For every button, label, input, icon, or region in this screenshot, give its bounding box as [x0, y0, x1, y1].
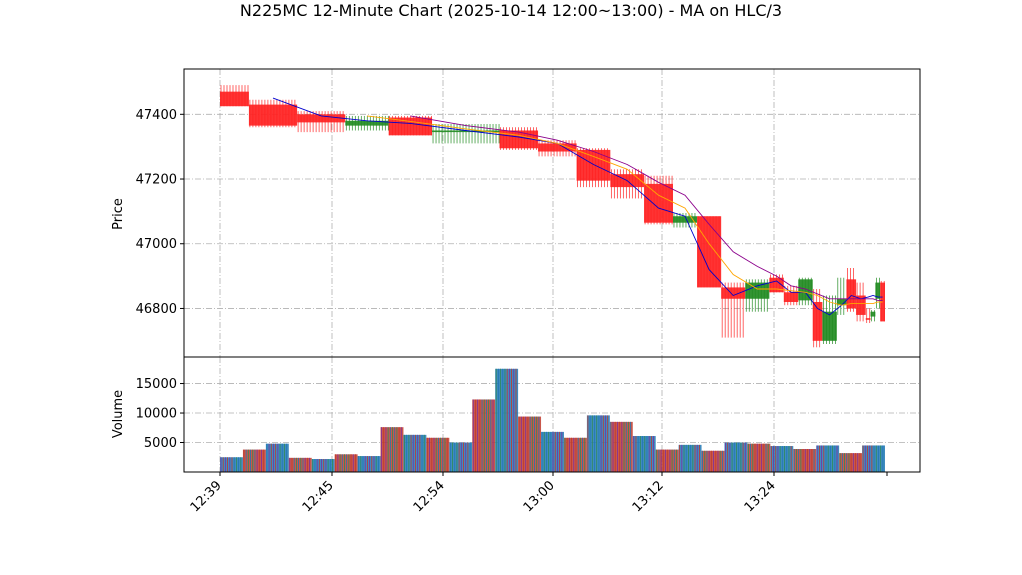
- candle-body: [721, 287, 746, 299]
- price-tick-label: 47200: [136, 173, 177, 188]
- candle: [220, 85, 249, 107]
- price-tick-label: 46800: [136, 302, 177, 317]
- candle-body: [875, 282, 881, 299]
- volume-panel: 5000 10000 15000: [136, 356, 921, 473]
- candle-body: [846, 279, 857, 309]
- candle: [388, 115, 433, 136]
- candle: [812, 289, 823, 348]
- candle: [297, 111, 346, 133]
- candle-body: [672, 216, 698, 223]
- candle: [846, 268, 857, 312]
- candle: [783, 285, 799, 306]
- price-tick-label: 47400: [136, 108, 177, 123]
- price-tick-label: 47000: [136, 237, 177, 252]
- x-tick-label: 13:00: [521, 478, 558, 515]
- volume-bar: [678, 444, 702, 472]
- moving-average-line: [272, 97, 883, 316]
- volume-bar: [495, 368, 519, 472]
- volume-bar: [609, 421, 633, 472]
- volume-bar: [242, 449, 266, 472]
- volume-bar: [357, 456, 381, 472]
- candle-body: [836, 298, 847, 306]
- price-axis-label: Price: [111, 198, 126, 230]
- volume-bar: [655, 449, 679, 472]
- candle-body: [644, 183, 673, 223]
- volume-bar: [426, 437, 450, 472]
- volume-tick-label: 5000: [144, 436, 177, 451]
- candle: [576, 148, 611, 188]
- volume-tick-label: 10000: [136, 407, 177, 422]
- candle: [865, 308, 871, 324]
- candle: [856, 282, 866, 322]
- candle: [880, 280, 885, 322]
- candle-body: [812, 301, 823, 341]
- candle-body: [248, 104, 298, 126]
- volume-bar: [541, 431, 564, 472]
- volume-bar: [862, 445, 885, 472]
- candle: [248, 99, 298, 128]
- volume-bar: [747, 443, 771, 472]
- volume-bar: [288, 457, 312, 472]
- volume-bar: [793, 449, 817, 472]
- price-panel: 46800 47000 47200 47400: [136, 68, 921, 358]
- volume-bar: [334, 454, 358, 472]
- volume-bar: [518, 416, 542, 472]
- candle-body: [856, 295, 866, 315]
- volume-bar: [380, 427, 404, 472]
- volume-bar: [839, 453, 863, 472]
- volume-bar: [265, 443, 289, 472]
- candle: [836, 277, 847, 315]
- volume-bar: [472, 399, 496, 472]
- volume-bar: [816, 445, 840, 472]
- candle-body: [865, 318, 871, 320]
- volume-axis-label: Volume: [111, 390, 126, 438]
- x-tick-label: 13:12: [630, 478, 667, 515]
- candle-body: [745, 282, 770, 299]
- candle-body: [870, 311, 876, 317]
- moving-average-line: [410, 115, 883, 301]
- candle-body: [297, 114, 346, 123]
- candle: [875, 277, 881, 309]
- volume-bar: [770, 446, 794, 472]
- candle: [798, 277, 813, 306]
- x-tick-label: 12:39: [188, 478, 225, 515]
- volume-bar: [220, 457, 243, 472]
- volume-bar: [403, 434, 427, 472]
- volume-bar: [701, 450, 725, 472]
- volume-bar: [724, 442, 748, 472]
- candle: [745, 279, 770, 312]
- candle: [538, 140, 577, 157]
- volume-bar: [632, 436, 656, 472]
- candle: [870, 310, 876, 322]
- x-tick-label: 12:54: [411, 478, 448, 515]
- volume-tick-label: 15000: [136, 377, 177, 392]
- candle: [822, 295, 837, 345]
- moving-average-line: [366, 115, 883, 306]
- volume-bar: [449, 442, 473, 472]
- candle-body: [576, 149, 611, 181]
- candle: [610, 169, 645, 199]
- volume-bar: [311, 459, 335, 472]
- volume-bar: [563, 437, 587, 472]
- volume-frame: [183, 356, 921, 473]
- candle: [644, 175, 673, 225]
- x-axis: 12:39 12:45 12:54 13:00 13:12 13:24: [188, 472, 888, 515]
- volume-bar: [586, 415, 610, 472]
- candle: [721, 282, 746, 338]
- x-tick-label: 12:45: [300, 478, 337, 515]
- x-tick-label: 13:24: [742, 478, 779, 515]
- chart-title: N225MC 12-Minute Chart (2025-10-14 12:00…: [240, 1, 782, 20]
